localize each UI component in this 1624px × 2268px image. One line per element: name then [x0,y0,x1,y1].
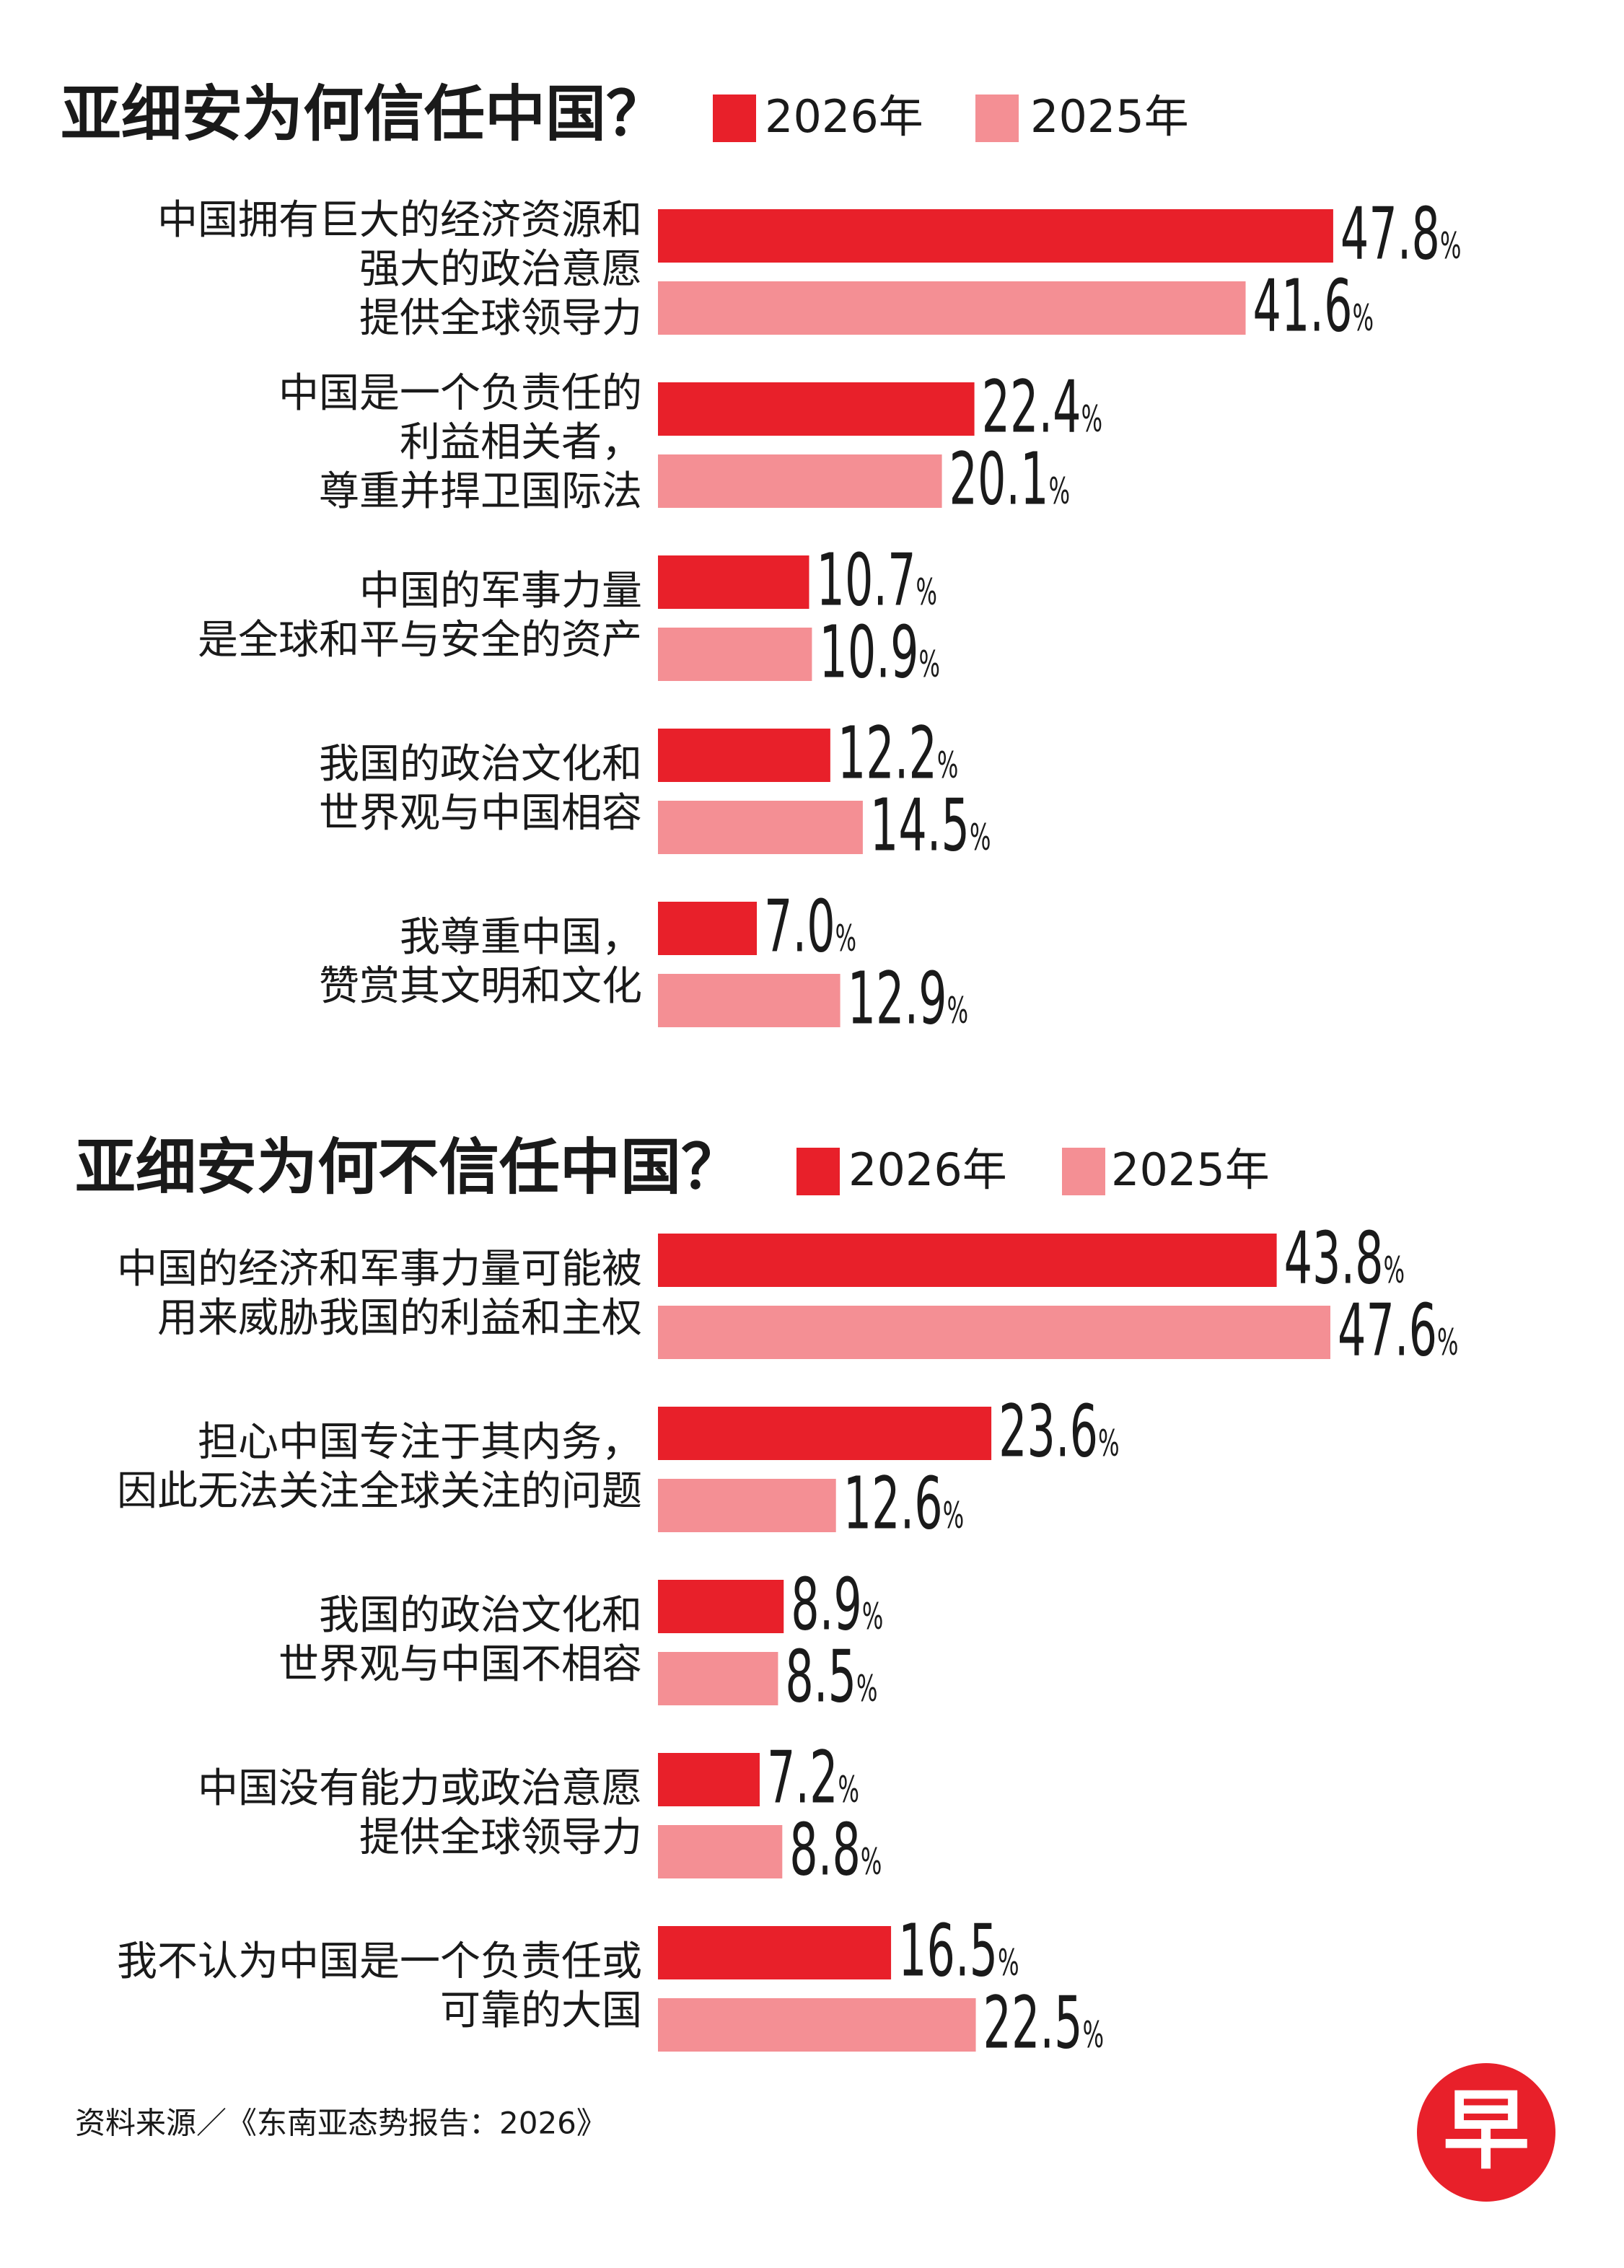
value-label: 7.2% [767,1736,859,1820]
bar [658,1825,783,1878]
value-label: 12.9% [848,957,968,1041]
value-label: 41.6% [1253,264,1374,348]
chart-title: 亚细安为何不信任中国？ [75,1132,742,1203]
value-label: 12.6% [843,1462,964,1546]
bar [658,1306,1331,1359]
value-label: 12.2% [838,711,958,796]
category-label: 强大的政治意愿 [359,246,642,293]
category-label: 我尊重中国， [400,914,642,961]
value-label: 22.4% [982,365,1102,449]
legend-swatch [975,94,1019,142]
category-label: 利益相关者， [400,419,642,466]
bar [658,454,942,508]
bar [658,1753,760,1806]
value-label: 10.9% [819,610,939,695]
value-label: 8.9% [791,1562,883,1647]
value-label: 23.6% [998,1389,1119,1474]
category-label: 尊重并捍卫国际法 [319,468,642,515]
bar [658,281,1246,335]
category-label: 世界观与中国相容 [319,790,642,837]
value-label: 16.5% [898,1909,1019,1993]
category-label: 中国的经济和军事力量可能被 [117,1246,642,1293]
chart-title: 亚细安为何信任中国？ [61,79,667,149]
bar [658,729,830,782]
category-label: 世界观与中国不相容 [278,1641,642,1688]
bar [658,1998,976,2052]
bar [658,1580,784,1633]
bar [658,1234,1277,1287]
legend-swatch [1062,1148,1105,1195]
category-label: 可靠的大国 [440,1987,642,2034]
bar [658,1652,778,1705]
category-label: 因此无法关注全球关注的问题 [117,1468,642,1515]
value-label: 8.5% [785,1635,877,1719]
bar [658,209,1333,263]
category-label: 是全球和平与安全的资产 [198,617,642,664]
value-label: 47.8% [1340,192,1461,276]
bar [658,974,840,1027]
bar [658,801,863,854]
category-label: 用来威胁我国的利益和主权 [157,1295,642,1342]
legend-swatch [796,1148,840,1195]
value-label: 20.1% [949,437,1070,522]
value-label: 7.0% [764,884,856,969]
value-label: 10.7% [817,538,937,623]
category-label: 中国没有能力或政治意愿 [198,1765,642,1812]
value-label: 22.5% [983,1981,1104,2065]
category-label: 我不认为中国是一个负责任或 [117,1938,642,1985]
category-label: 中国的军事力量 [359,568,642,615]
category-label: 我国的政治文化和 [319,1592,642,1639]
value-label: 14.5% [870,783,991,868]
category-label: 担心中国专注于其内务， [198,1419,642,1466]
category-label: 提供全球领导力 [359,295,642,342]
logo-circle [1417,2063,1555,2202]
bar [658,628,812,681]
bar [658,1479,836,1532]
legend-label: 2026年 [848,1143,1007,1196]
legend-label: 2025年 [1111,1143,1270,1196]
category-label: 提供全球领导力 [359,1814,642,1861]
bar [658,902,758,955]
category-label: 中国是一个负责任的 [278,370,642,417]
bar [658,555,809,609]
category-label: 中国拥有巨大的经济资源和 [157,197,642,244]
bar [658,1926,892,1979]
source-note: 资料来源／《东南亚态势报告：2026》 [75,2106,607,2141]
category-label: 赞赏其文明和文化 [319,963,642,1010]
legend-label: 2025年 [1030,90,1189,143]
bar [658,1407,992,1460]
category-label: 我国的政治文化和 [319,741,642,788]
legend-swatch [713,94,756,142]
value-label: 8.8% [789,1808,882,1892]
value-label: 47.6% [1338,1288,1458,1373]
legend-label: 2026年 [765,90,923,143]
value-label: 43.8% [1284,1216,1405,1301]
logo: 早 [1443,2081,1529,2181]
bar [658,382,975,436]
